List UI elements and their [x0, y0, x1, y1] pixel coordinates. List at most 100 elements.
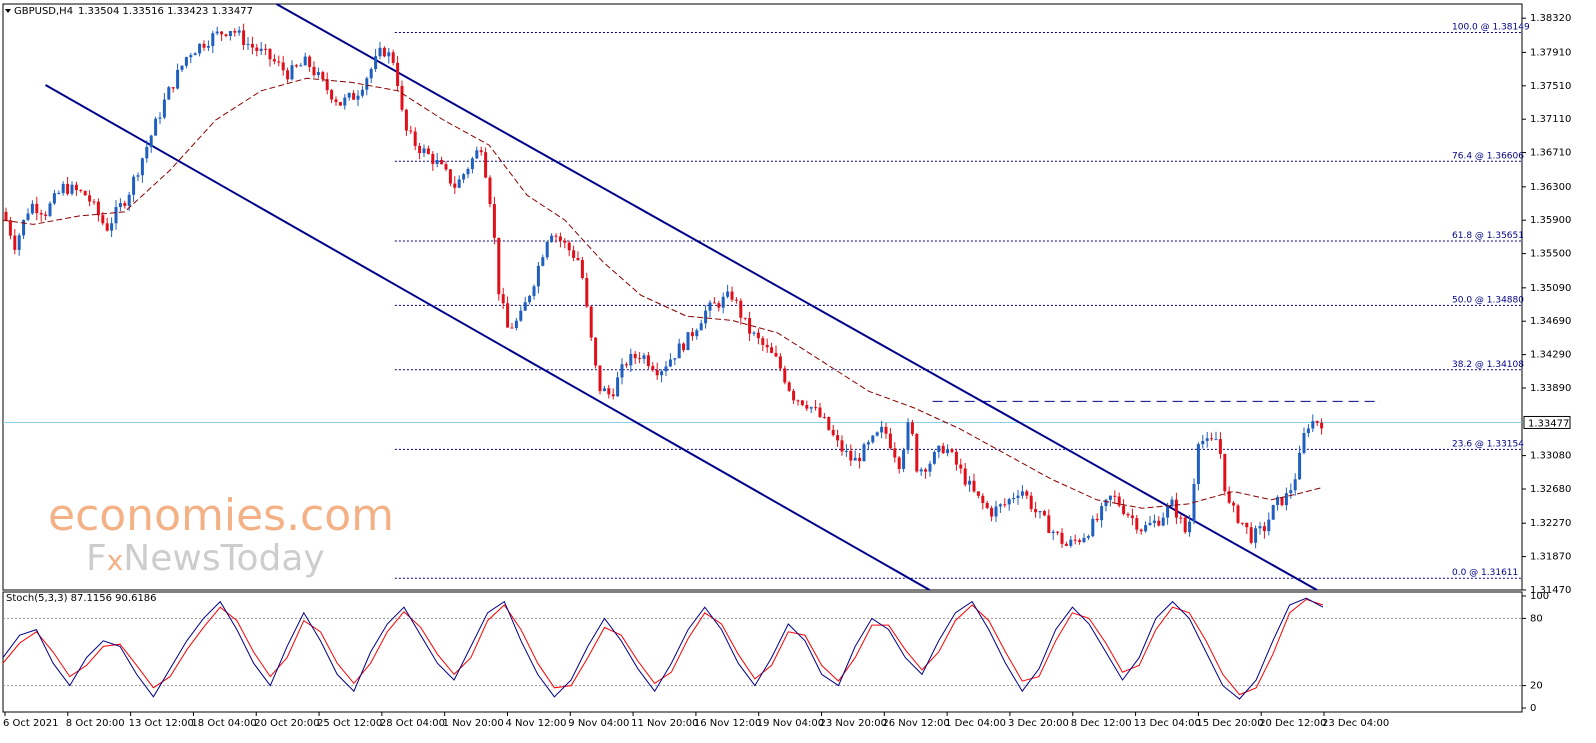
- candle-body: [932, 452, 936, 464]
- time-tick-label: 13 Oct 12:00: [129, 718, 194, 729]
- price-tick-label: 1.32270: [1530, 518, 1571, 529]
- candle-body: [22, 219, 26, 236]
- candle-body: [1161, 517, 1165, 526]
- time-tick-label: 26 Nov 12:00: [882, 718, 949, 729]
- candle-body: [409, 130, 413, 132]
- price-tick-label: 1.36710: [1530, 148, 1571, 159]
- candle-body: [48, 203, 52, 216]
- candle-body: [1108, 495, 1112, 500]
- candle-body: [1038, 511, 1042, 513]
- candle-body: [607, 388, 611, 395]
- candle-body: [928, 463, 932, 472]
- candle-body: [787, 382, 791, 391]
- candle-body: [686, 332, 690, 351]
- time-tick-label: 13 Dec 04:00: [1134, 718, 1201, 729]
- candle-body: [17, 235, 21, 250]
- candle-body: [541, 257, 545, 266]
- candle-body: [1258, 526, 1262, 529]
- candle-body: [1007, 499, 1011, 505]
- candle-body: [259, 48, 263, 51]
- stoch-tick-label: 80: [1530, 613, 1543, 624]
- candle-body: [594, 337, 598, 366]
- candle-body: [338, 102, 342, 106]
- candle-body: [554, 235, 558, 237]
- candle-body: [171, 87, 175, 89]
- price-tick-label: 1.31470: [1530, 585, 1571, 596]
- candle-body: [580, 260, 584, 278]
- candle-body: [756, 332, 760, 339]
- candle-body: [237, 30, 241, 33]
- price-axis: 1.38320 1.37910 1.37510 1.37110 1.36710 1.363…: [1522, 13, 1571, 596]
- price-tick-label: 1.34690: [1530, 316, 1571, 327]
- candle-body: [316, 72, 320, 76]
- candle-body: [356, 95, 360, 100]
- candle-body: [638, 358, 642, 360]
- candle-body: [730, 291, 734, 300]
- candle-body: [814, 407, 818, 409]
- candle-body: [950, 449, 954, 452]
- price-tick-label: 1.37510: [1530, 81, 1571, 92]
- candle-body: [1267, 519, 1271, 532]
- candle-body: [990, 507, 994, 517]
- time-tick-label: 20 Dec 12:00: [1259, 718, 1326, 729]
- candle-body: [941, 445, 945, 454]
- fib-level-label: 0.0 @ 1.31611: [1452, 568, 1518, 578]
- candle-body: [1060, 532, 1064, 544]
- candle-body: [374, 56, 378, 70]
- candle-body: [83, 191, 87, 196]
- candle-body: [981, 495, 985, 504]
- candle-body: [114, 207, 118, 224]
- candle-body: [717, 303, 721, 308]
- candle-body: [712, 302, 716, 304]
- candle-body: [470, 158, 474, 170]
- candle-body: [985, 503, 989, 508]
- candle-body: [840, 440, 844, 452]
- candle-body: [743, 317, 747, 319]
- price-tick-label: 1.36300: [1530, 182, 1571, 193]
- candle-body: [1091, 518, 1095, 537]
- candle-body: [589, 306, 593, 338]
- stoch-tick-label: 0: [1530, 703, 1536, 714]
- candle-body: [1170, 499, 1174, 507]
- candle-body: [1029, 495, 1033, 509]
- stochastic-panel: 100 80 20 0: [2, 591, 1549, 714]
- candle-body: [488, 177, 492, 205]
- candle-body: [809, 407, 813, 409]
- candle-body: [734, 299, 738, 301]
- candle-body: [1315, 421, 1319, 423]
- candle-body: [303, 56, 307, 66]
- candle-body: [858, 457, 862, 462]
- main-price-panel: [2, 3, 1523, 713]
- candle-body: [352, 93, 356, 100]
- dropdown-triangle-icon[interactable]: [5, 9, 11, 13]
- candle-body: [528, 295, 532, 303]
- candle-body: [426, 148, 430, 154]
- price-tick-label: 1.34290: [1530, 350, 1571, 361]
- watermark-economies: economies.com: [48, 490, 394, 541]
- candle-body: [176, 69, 180, 89]
- candle-body: [198, 43, 202, 54]
- candle-body: [1113, 495, 1117, 497]
- candle-body: [264, 48, 268, 50]
- candle-body: [1320, 422, 1324, 429]
- candle-body: [585, 277, 589, 307]
- candle-body: [1249, 527, 1253, 543]
- candle-body: [598, 365, 602, 392]
- candle-body: [1306, 428, 1310, 434]
- candle-body: [897, 457, 901, 469]
- channel-lower-line: [45, 84, 931, 591]
- candle-body: [1302, 433, 1306, 453]
- candle-body: [752, 332, 756, 334]
- candle-body: [1227, 491, 1231, 503]
- candle-body: [479, 150, 483, 153]
- candle-body: [924, 469, 928, 472]
- candle-body: [774, 352, 778, 357]
- candle-body: [1254, 528, 1258, 543]
- candle-body: [140, 158, 144, 176]
- time-tick-label: 9 Nov 04:00: [568, 718, 629, 729]
- candle-body: [695, 330, 699, 337]
- candle-body: [510, 327, 514, 329]
- candle-body: [602, 388, 606, 392]
- candle-body: [1100, 506, 1104, 521]
- candle-body: [391, 52, 395, 63]
